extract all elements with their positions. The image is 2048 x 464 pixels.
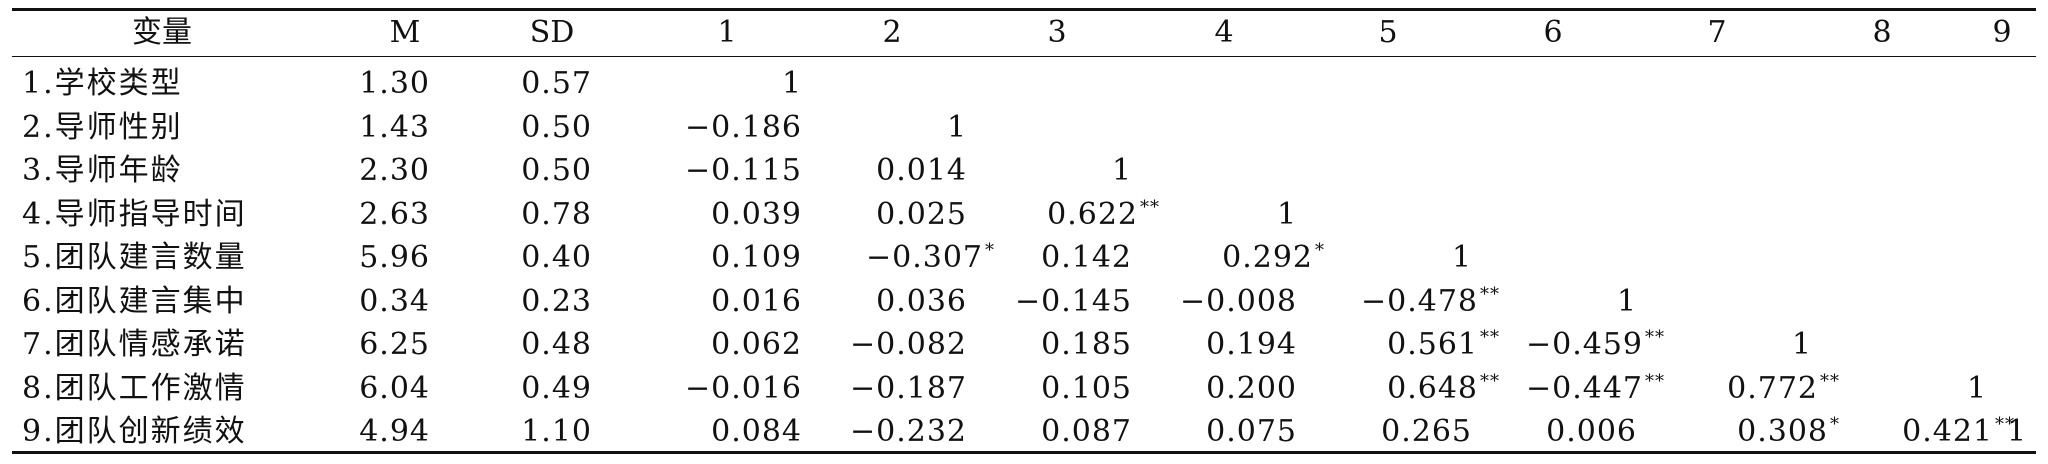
table-cell: 2.63 <box>359 196 430 232</box>
table-cell: 1 <box>2007 414 2028 449</box>
table-cell: 1.43 <box>359 109 430 145</box>
table-cell: 0.025 <box>876 196 967 232</box>
table-cell: 0.084 <box>711 414 802 449</box>
header-col-10: 8 <box>1872 15 1892 50</box>
significance-marker: ** <box>1645 327 1665 348</box>
header-col-8: 6 <box>1543 15 1563 50</box>
table-cell: 1 <box>1277 196 1298 232</box>
table-cell: −0.459 ** <box>1525 327 1665 362</box>
table-cell: 0.087 <box>1041 414 1132 449</box>
table-cell: 0.648 ** <box>1387 370 1500 406</box>
table-cell: −0.478 ** <box>1360 283 1500 319</box>
table-cell: 0.016 <box>711 283 802 319</box>
table-cell: 0.292 * <box>1222 240 1325 275</box>
table-cell: 0.78 <box>521 196 592 232</box>
row-label: 7.团队情感承诺 <box>22 327 247 362</box>
header-col-1: M <box>389 15 421 50</box>
table-cell: 0.34 <box>359 283 430 319</box>
table-cell: 0.48 <box>521 327 592 362</box>
table-cell: 0.200 <box>1206 370 1297 406</box>
table-cell: 0.622 ** <box>1047 196 1160 232</box>
table-cell: 2.30 <box>359 153 430 188</box>
table-cell: 1 <box>947 109 968 145</box>
table-cell: 1 <box>1617 283 1638 319</box>
bottom-rule <box>12 451 2036 454</box>
significance-marker: ** <box>1820 370 1840 392</box>
table-cell: 1 <box>1112 153 1133 188</box>
top-rule <box>12 8 2036 11</box>
significance-marker: * <box>1315 240 1325 261</box>
significance-marker: * <box>1830 414 1840 435</box>
table-cell: 1.10 <box>521 414 592 449</box>
table-cell: 0.421 ** <box>1902 414 2015 449</box>
header-col-3: 1 <box>717 15 737 50</box>
table-cell: −0.082 <box>849 327 967 362</box>
table-cell: 0.265 <box>1381 414 1472 449</box>
table-cell: −0.307 * <box>865 240 995 275</box>
table-cell: −0.115 <box>684 153 802 188</box>
table-cell: 1 <box>782 66 803 101</box>
significance-marker: * <box>985 240 995 261</box>
header-col-6: 4 <box>1214 15 1234 50</box>
table-cell: 1 <box>1792 327 1813 362</box>
table-cell: 5.96 <box>359 240 430 275</box>
significance-marker: ** <box>1480 327 1500 348</box>
row-label: 1.学校类型 <box>22 66 183 101</box>
table-cell: −0.145 <box>1014 283 1132 319</box>
header-col-5: 3 <box>1047 15 1067 50</box>
table-cell: 1 <box>1967 370 1988 406</box>
header-rule <box>12 56 2036 57</box>
table-cell: 0.105 <box>1041 370 1132 406</box>
table-cell: 0.109 <box>711 240 802 275</box>
table-cell: 0.075 <box>1206 414 1297 449</box>
row-label: 8.团队工作激情 <box>22 370 247 406</box>
table-cell: 0.142 <box>1041 240 1132 275</box>
table-cell: 0.57 <box>521 66 592 101</box>
table-cell: −0.232 <box>849 414 967 449</box>
table-cell: 0.062 <box>711 327 802 362</box>
header-variable: 变量 <box>132 15 192 50</box>
row-label: 9.团队创新绩效 <box>22 414 247 449</box>
header-col-2: SD <box>529 15 575 50</box>
table-cell: 0.194 <box>1206 327 1297 362</box>
table-cell: 1.30 <box>359 66 430 101</box>
table-cell: 0.50 <box>521 153 592 188</box>
table-cell: 0.50 <box>521 109 592 145</box>
table-cell: 0.308 * <box>1737 414 1840 449</box>
table-cell: 6.25 <box>359 327 430 362</box>
row-label: 5.团队建言数量 <box>22 240 247 275</box>
table-cell: −0.447 ** <box>1525 370 1665 406</box>
table-cell: 4.94 <box>359 414 430 449</box>
table-cell: 0.006 <box>1546 414 1637 449</box>
significance-marker: ** <box>1480 283 1500 305</box>
header-col-7: 5 <box>1378 15 1398 50</box>
significance-marker: ** <box>1480 370 1500 392</box>
table-cell: 0.772 ** <box>1727 370 1840 406</box>
table-cell: −0.016 <box>684 370 802 406</box>
correlation-table: 变量 M SD 1 2 3 4 5 6 7 8 9 1.学校类型 1.30 0.57 1 2.导师性别 1.43… <box>12 8 2036 456</box>
row-label: 2.导师性别 <box>22 109 183 145</box>
significance-marker: ** <box>1645 370 1665 392</box>
table-cell: 0.561 ** <box>1387 327 1500 362</box>
table-cell: 0.23 <box>521 283 592 319</box>
row-label: 3.导师年龄 <box>22 153 183 188</box>
significance-marker: ** <box>1140 196 1160 218</box>
header-col-11: 9 <box>1992 15 2012 50</box>
table-cell: 0.039 <box>711 196 802 232</box>
row-label: 6.团队建言集中 <box>22 283 247 319</box>
table-cell: 0.40 <box>521 240 592 275</box>
table-cell: 0.036 <box>876 283 967 319</box>
table-cell: 0.49 <box>521 370 592 406</box>
table-cell: 0.014 <box>876 153 967 188</box>
table-cell: −0.008 <box>1179 283 1297 319</box>
row-label: 4.导师指导时间 <box>22 196 247 232</box>
table-cell: 0.185 <box>1041 327 1132 362</box>
significance-marker: ** <box>1995 414 2015 435</box>
header-col-4: 2 <box>882 15 902 50</box>
table-cell: 6.04 <box>359 370 430 406</box>
table-cell: −0.186 <box>684 109 802 145</box>
table-cell: −0.187 <box>849 370 967 406</box>
table-cell: 1 <box>1452 240 1473 275</box>
header-col-9: 7 <box>1707 15 1727 50</box>
